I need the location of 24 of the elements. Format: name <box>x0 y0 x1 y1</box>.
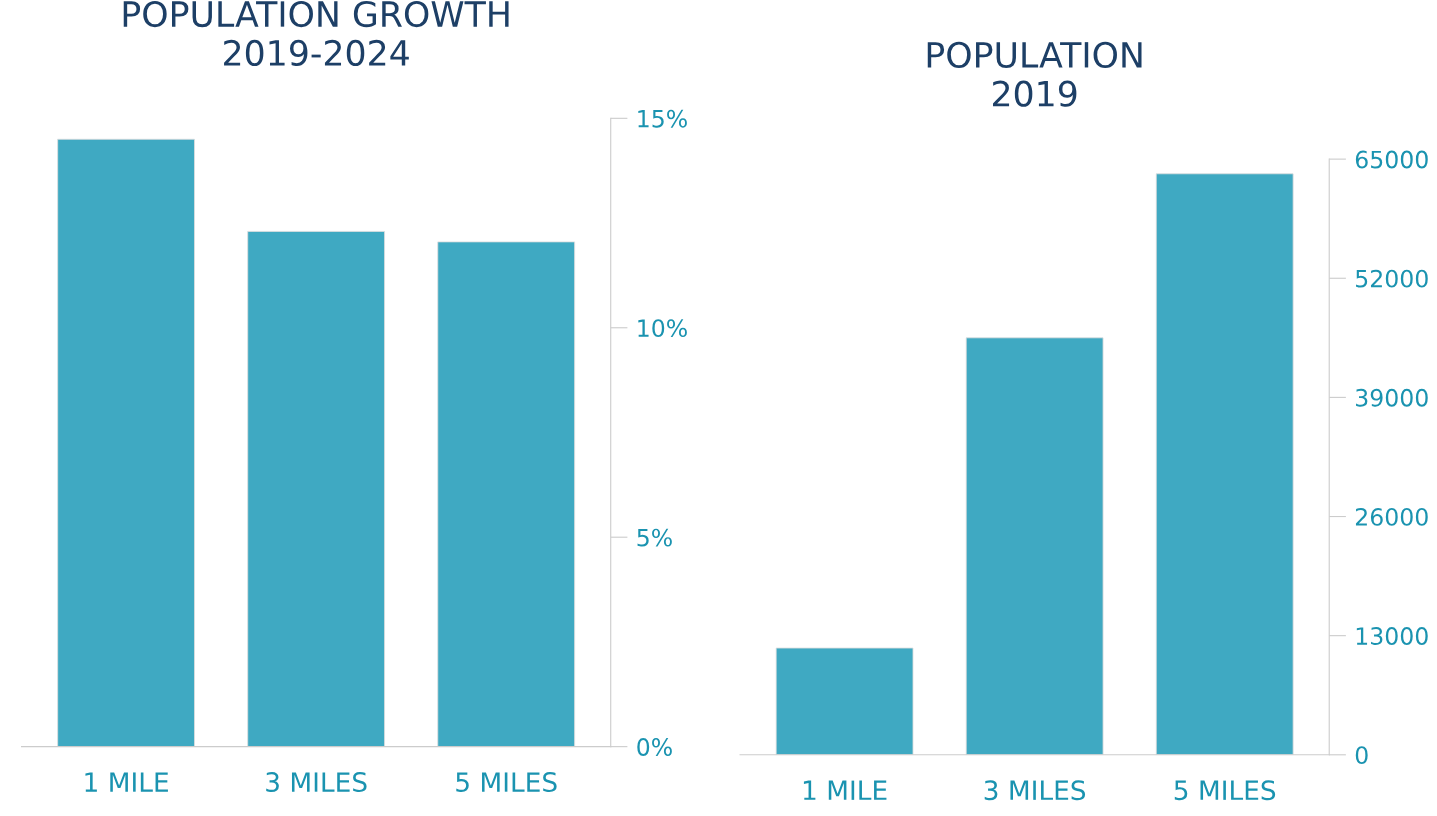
chart-title: POPULATION GROWTH 2019-2024 <box>123 0 509 67</box>
y-tick-label: 0 <box>1355 746 1368 765</box>
x-tick-label: 1 MILE <box>85 772 168 792</box>
x-tick-label: 3 MILES <box>266 772 367 793</box>
y-tick-label: 10% <box>638 319 687 338</box>
bar <box>247 231 385 747</box>
bar <box>775 647 914 755</box>
y-tick-label: 65000 <box>1355 150 1428 169</box>
bar <box>1155 173 1294 755</box>
x-tick-label: 5 MILES <box>1174 780 1276 801</box>
x-tick-label: 1 MILE <box>803 780 887 800</box>
bar <box>437 241 576 747</box>
bar <box>57 138 195 747</box>
y-tick-label: 0% <box>637 738 672 756</box>
y-tick-label: 39000 <box>1356 388 1428 407</box>
chart-title: POPULATION 2019 <box>927 41 1142 107</box>
y-tick-label: 13000 <box>1356 627 1428 645</box>
y-tick-label: 26000 <box>1355 507 1428 526</box>
y-tick-label: 5% <box>637 528 672 547</box>
x-tick-label: 5 MILES <box>456 772 557 793</box>
y-tick-label: 15% <box>638 109 687 128</box>
bar <box>965 337 1104 755</box>
y-tick-label: 52000 <box>1356 269 1428 288</box>
x-tick-label: 3 MILES <box>984 780 1086 801</box>
